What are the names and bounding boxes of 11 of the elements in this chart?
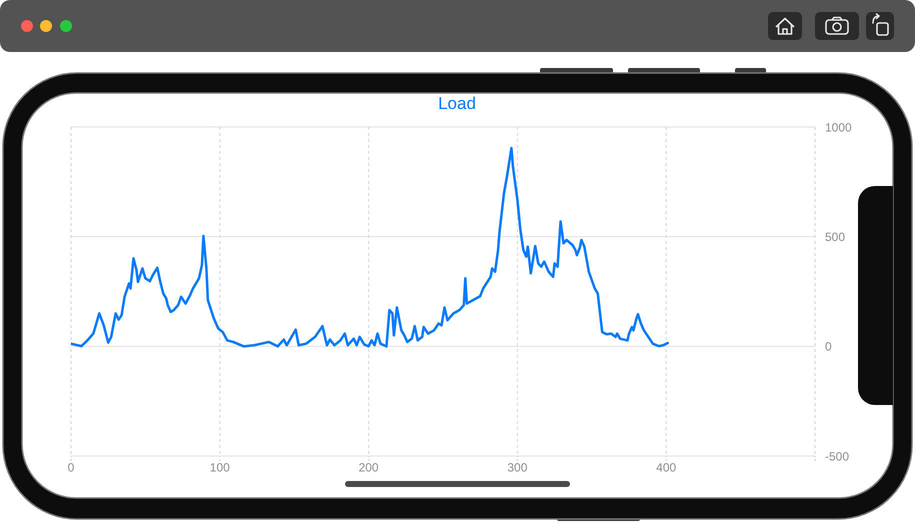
y-tick-label: 0 bbox=[825, 340, 832, 354]
x-tick-label: 100 bbox=[210, 460, 230, 475]
y-tick-label: 500 bbox=[825, 230, 846, 244]
y-tick-label: 1000 bbox=[825, 120, 852, 134]
chart-title: Load bbox=[438, 94, 476, 114]
x-tick-label: 200 bbox=[358, 460, 379, 475]
y-tick-label: -500 bbox=[825, 449, 850, 464]
x-tick-label: 400 bbox=[656, 460, 677, 475]
x-tick-label: 300 bbox=[507, 460, 528, 475]
line-series bbox=[71, 146, 669, 348]
x-tick-label: 0 bbox=[68, 460, 75, 475]
